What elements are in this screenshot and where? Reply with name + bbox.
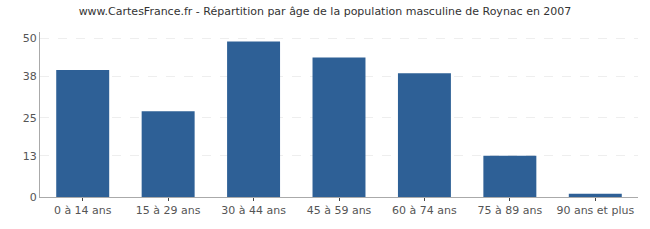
svg-text:75 à 89 ans: 75 à 89 ans	[478, 204, 543, 217]
svg-text:60 à 74 ans: 60 à 74 ans	[392, 204, 457, 217]
svg-text:90 ans et plus: 90 ans et plus	[556, 204, 634, 217]
svg-text:www.CartesFrance.fr - Répartit: www.CartesFrance.fr - Répartition par âg…	[79, 5, 572, 18]
svg-text:0: 0	[30, 191, 37, 204]
svg-text:25: 25	[23, 112, 37, 125]
svg-text:50: 50	[23, 32, 37, 45]
svg-text:15 à 29 ans: 15 à 29 ans	[136, 204, 201, 217]
svg-text:0 à 14 ans: 0 à 14 ans	[54, 204, 112, 217]
svg-text:45 à 59 ans: 45 à 59 ans	[307, 204, 372, 217]
svg-text:13: 13	[23, 150, 37, 163]
svg-text:38: 38	[23, 70, 37, 83]
svg-text:30 à 44 ans: 30 à 44 ans	[221, 204, 286, 217]
